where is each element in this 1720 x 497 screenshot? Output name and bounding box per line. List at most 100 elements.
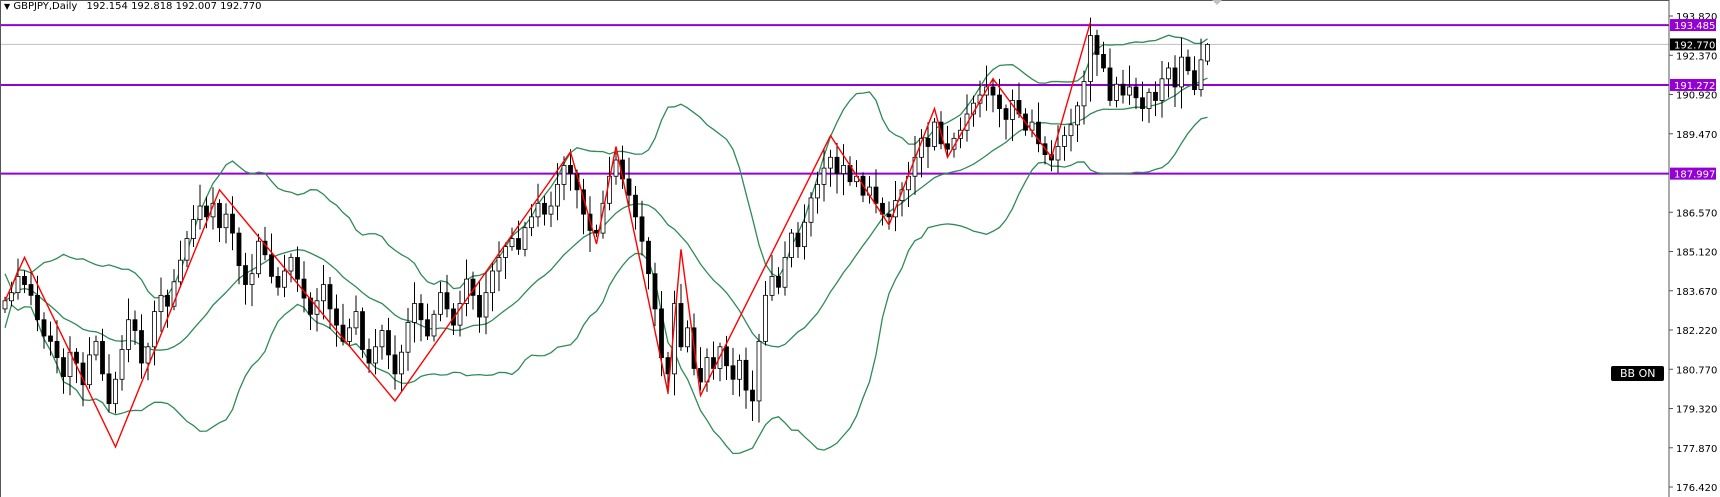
bull-candle bbox=[119, 349, 125, 380]
level-tag bbox=[1670, 19, 1716, 32]
bull-candle bbox=[379, 330, 385, 348]
bear-candle bbox=[106, 373, 112, 405]
bear-candle bbox=[925, 137, 931, 147]
bull-candle bbox=[197, 205, 203, 220]
bear-candle bbox=[360, 311, 365, 350]
bear-candle bbox=[236, 232, 242, 266]
bull-candle bbox=[808, 197, 814, 223]
chart-shift-marker-icon[interactable] bbox=[1212, 0, 1222, 5]
level-tag-label: 191.272 bbox=[1674, 81, 1715, 92]
bear-candle bbox=[230, 213, 235, 234]
bear-candle bbox=[678, 303, 684, 348]
bear-candle bbox=[295, 257, 300, 280]
bull-candle bbox=[782, 257, 788, 288]
bear-candle bbox=[516, 238, 521, 250]
bear-candle bbox=[886, 213, 892, 218]
bb-on-button[interactable]: BB ON bbox=[1611, 366, 1665, 381]
bull-candle bbox=[405, 322, 411, 353]
bear-candle bbox=[392, 354, 398, 375]
bull-candle bbox=[1179, 56, 1184, 88]
bull-candle bbox=[145, 346, 151, 364]
bull-candle bbox=[802, 221, 807, 248]
bull-candle bbox=[1127, 86, 1132, 96]
bull-candle bbox=[529, 216, 534, 229]
bull-candle bbox=[457, 303, 463, 326]
bear-candle bbox=[724, 346, 729, 367]
bear-candle bbox=[340, 324, 346, 342]
bear-candle bbox=[1172, 67, 1178, 88]
bull-candle bbox=[522, 227, 528, 250]
bear-candle bbox=[334, 308, 339, 326]
y-tick-label: 190.920 bbox=[1676, 91, 1717, 102]
ohlc-readout: 192.154 192.818 192.007 192.770 bbox=[86, 1, 262, 12]
bull-candle bbox=[828, 156, 833, 169]
bull-candle bbox=[15, 276, 21, 294]
bull-candle bbox=[1010, 100, 1015, 120]
bear-candle bbox=[275, 276, 281, 288]
bear-candle bbox=[633, 194, 638, 218]
current-price-label: 192.770 bbox=[1674, 40, 1715, 51]
bull-candle bbox=[9, 292, 14, 302]
bear-candle bbox=[1003, 108, 1009, 120]
bull-candle bbox=[841, 165, 846, 174]
bull-candle bbox=[282, 270, 287, 288]
bull-candle bbox=[685, 327, 690, 348]
y-tick-label: 176.420 bbox=[1676, 483, 1717, 494]
bull-candle bbox=[1166, 67, 1171, 80]
bear-candle bbox=[327, 284, 333, 310]
bull-candle bbox=[789, 232, 794, 258]
bull-candle bbox=[152, 311, 157, 348]
bull-candle bbox=[347, 327, 352, 342]
bull-candle bbox=[613, 159, 619, 177]
bull-candle bbox=[737, 359, 742, 380]
bear-candle bbox=[54, 340, 60, 359]
level-tag bbox=[1670, 78, 1716, 91]
bull-candle bbox=[548, 205, 554, 215]
bear-candle bbox=[477, 294, 482, 318]
bear-candle bbox=[1120, 83, 1126, 96]
price-tags: 193.485 191.272 187.997 192.770 bbox=[1670, 19, 1716, 181]
bear-candle bbox=[444, 292, 450, 310]
bull-candle bbox=[1075, 105, 1080, 126]
bear-candle bbox=[165, 294, 170, 307]
y-tick-label: 189.470 bbox=[1676, 130, 1717, 141]
bull-candle bbox=[464, 278, 469, 304]
bull-candle bbox=[964, 113, 970, 131]
bear-candle bbox=[750, 389, 755, 402]
bear-candle bbox=[990, 86, 996, 96]
bull-candle bbox=[1062, 135, 1067, 147]
bb-upper bbox=[4, 34, 1208, 299]
triangle-down-icon[interactable]: ▼ bbox=[4, 2, 11, 11]
bear-candle bbox=[301, 278, 307, 299]
bull-candle bbox=[815, 183, 820, 199]
level-tag-label: 187.997 bbox=[1674, 170, 1715, 181]
bull-candle bbox=[399, 351, 404, 375]
bear-candle bbox=[997, 94, 1002, 109]
y-tick-label: 179.320 bbox=[1676, 405, 1717, 416]
bear-candle bbox=[28, 284, 34, 296]
bear-candle bbox=[1133, 86, 1139, 99]
bear-candle bbox=[730, 365, 736, 380]
bear-candle bbox=[139, 330, 144, 364]
bull-candle bbox=[256, 240, 261, 275]
bollinger-bands bbox=[4, 34, 1208, 455]
bear-candle bbox=[35, 294, 40, 321]
bull-candle bbox=[821, 167, 827, 185]
bull-candle bbox=[932, 121, 937, 147]
y-tick-label: 177.870 bbox=[1676, 444, 1717, 455]
level-tag bbox=[1670, 167, 1716, 180]
bear-candle bbox=[1101, 54, 1106, 69]
bear-candle bbox=[22, 276, 27, 285]
bull-candle bbox=[353, 311, 359, 329]
bull-candle bbox=[1198, 59, 1204, 91]
bull-candle bbox=[1205, 44, 1210, 62]
bear-candle bbox=[204, 205, 209, 218]
bear-candle bbox=[132, 319, 138, 331]
level-tag-label: 193.485 bbox=[1674, 21, 1715, 32]
bear-candle bbox=[542, 202, 547, 215]
bear-candle bbox=[646, 240, 651, 275]
bull-candle bbox=[496, 257, 502, 272]
bear-candle bbox=[243, 265, 248, 285]
y-tick-label: 185.120 bbox=[1676, 248, 1717, 259]
